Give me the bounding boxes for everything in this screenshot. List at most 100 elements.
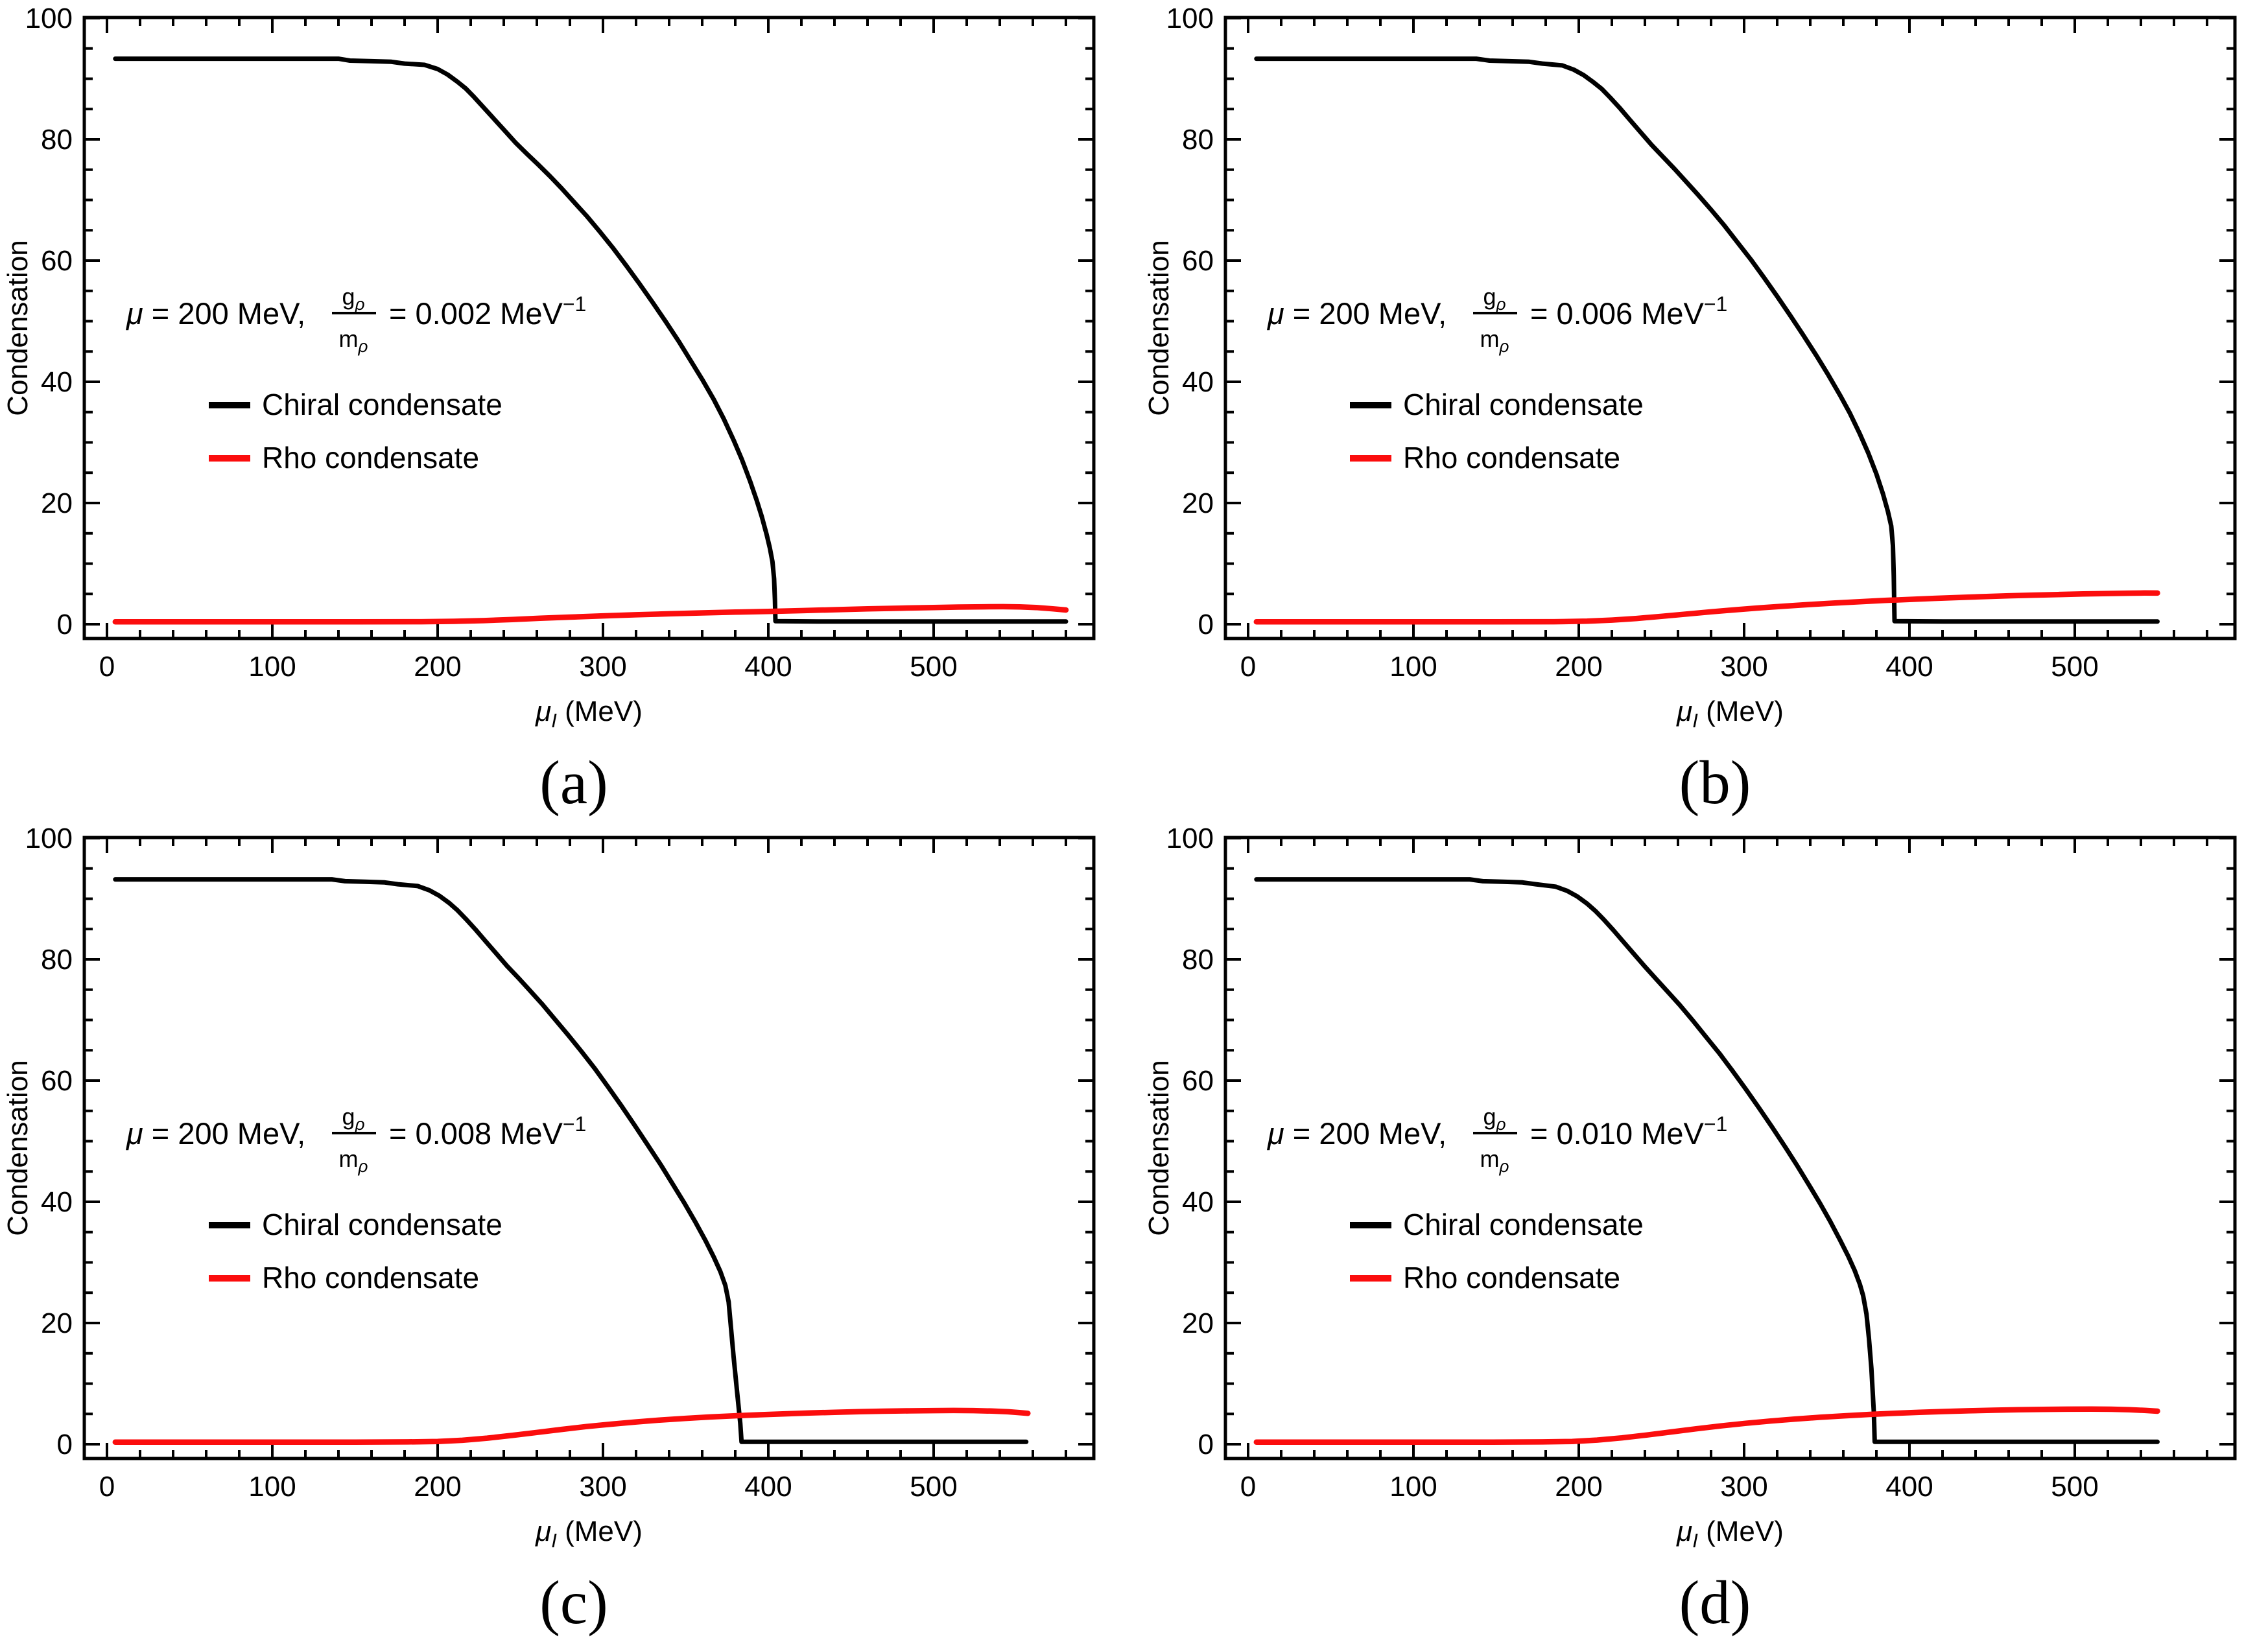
- x-tick-label: 100: [248, 651, 296, 683]
- caption-b: (b): [1679, 748, 1751, 817]
- y-tick-label: 100: [25, 3, 73, 34]
- x-tick-label: 0: [1240, 1471, 1256, 1503]
- y-tick-label: 0: [1198, 1429, 1214, 1460]
- panel-d: 0 100 200 300 400 500 0 20 40 60 80 100 μI (MeV) Cond…: [1141, 820, 2268, 1640]
- x-tick-label: 500: [910, 651, 957, 683]
- y-tick-label: 0: [57, 609, 73, 640]
- annotation-mu-text: μ = 200 MeV,: [126, 1116, 305, 1151]
- curve-rho-condensate: [112, 1407, 1031, 1445]
- curve-chiral-condensate: [113, 877, 1029, 1444]
- x-tick-label: 500: [2051, 1471, 2098, 1503]
- y-axis-label: Condensation: [2, 1060, 34, 1236]
- annotation-frac-numerator: gρ: [342, 1103, 365, 1134]
- annotation-frac-numerator: gρ: [1483, 1103, 1506, 1134]
- annotation-value-text: = 0.010 MeV−1: [1530, 1112, 1727, 1151]
- y-axis-label: Condensation: [2, 240, 34, 416]
- y-tick-label: 80: [41, 944, 73, 976]
- y-tick-label: 40: [41, 366, 73, 398]
- curve-chiral-condensate: [113, 56, 1069, 624]
- y-tick-label: 60: [1182, 1065, 1214, 1097]
- x-tick-label: 400: [744, 651, 792, 683]
- panel-c: 0 100 200 300 400 500 0 20 40 60 80 100 μI (MeV) Cond…: [0, 820, 1134, 1640]
- plot-c: 0 100 200 300 400 500 0 20 40 60 80 100 μI (MeV) Cond…: [2, 823, 1096, 1552]
- plot-a: 0 100 200 300 400 500 0 20 40 60 80 100 μI (MeV) Cond…: [2, 3, 1096, 732]
- y-axis-label: Condensation: [1143, 1060, 1175, 1236]
- annotation-b: μ = 200 MeV, gρ mρ = 0.006 MeV−1: [1267, 283, 1727, 356]
- legend: Chiral condensate Rho condensate: [1350, 388, 1644, 474]
- legend: Chiral condensate Rho condensate: [209, 388, 502, 474]
- x-tick-label: 500: [2051, 651, 2098, 683]
- y-tick-label: 0: [1198, 609, 1214, 640]
- y-tick-label: 40: [41, 1186, 73, 1218]
- annotation-mu-text: μ = 200 MeV,: [126, 296, 305, 331]
- x-tick-label: 300: [579, 1471, 626, 1503]
- caption-a: (a): [539, 748, 608, 817]
- curve-chiral-condensate: [1254, 877, 2160, 1444]
- annotation-frac-denominator: mρ: [339, 325, 368, 356]
- y-tick-label: 80: [41, 124, 73, 156]
- x-tick-label: 400: [744, 1471, 792, 1503]
- y-tick-label: 20: [41, 1307, 73, 1339]
- x-tick-label: 300: [1720, 651, 1767, 683]
- y-tick-label: 60: [41, 245, 73, 277]
- y-tick-label: 100: [1166, 3, 1214, 34]
- legend: Chiral condensate Rho condensate: [1350, 1208, 1644, 1294]
- legend-label-rho: Rho condensate: [262, 441, 479, 474]
- panel-a: 0 100 200 300 400 500 0 20 40 60 80 100 μI (MeV) Cond…: [0, 0, 1134, 820]
- x-tick-label: 100: [1389, 651, 1437, 683]
- x-tick-label: 400: [1885, 651, 1933, 683]
- x-tick-label: 200: [414, 1471, 461, 1503]
- legend-label-rho: Rho condensate: [262, 1261, 479, 1294]
- legend-label-rho: Rho condensate: [1403, 1261, 1620, 1294]
- x-axis-label: μI (MeV): [535, 696, 643, 732]
- x-tick-label: 100: [1389, 1471, 1437, 1503]
- caption-d: (d): [1679, 1568, 1751, 1637]
- y-tick-label: 100: [1166, 823, 1214, 854]
- x-tick-label: 200: [1555, 651, 1602, 683]
- plot-d: 0 100 200 300 400 500 0 20 40 60 80 100 μI (MeV) Cond…: [1143, 823, 2237, 1552]
- annotation-frac-numerator: gρ: [342, 283, 365, 314]
- caption-c: (c): [539, 1568, 608, 1637]
- curve-rho-condensate: [1253, 1406, 2160, 1445]
- plot-frame: [82, 836, 1096, 1460]
- x-tick-label: 300: [1720, 1471, 1767, 1503]
- annotation-d: μ = 200 MeV, gρ mρ = 0.010 MeV−1: [1267, 1103, 1727, 1176]
- y-tick-label: 100: [25, 823, 73, 854]
- annotation-value-text: = 0.006 MeV−1: [1530, 292, 1727, 331]
- x-tick-label: 0: [1240, 651, 1256, 683]
- annotation-frac-denominator: mρ: [1480, 1145, 1509, 1176]
- y-tick-label: 60: [1182, 245, 1214, 277]
- legend-label-chiral: Chiral condensate: [1403, 1208, 1644, 1241]
- x-tick-label: 400: [1885, 1471, 1933, 1503]
- annotation-c: μ = 200 MeV, gρ mρ = 0.008 MeV−1: [126, 1103, 586, 1176]
- y-tick-label: 40: [1182, 1186, 1214, 1218]
- y-tick-label: 80: [1182, 124, 1214, 156]
- legend-label-chiral: Chiral condensate: [1403, 388, 1644, 421]
- x-tick-label: 0: [99, 651, 115, 683]
- annotation-value-text: = 0.008 MeV−1: [389, 1112, 586, 1151]
- y-axis-label: Condensation: [1143, 240, 1175, 416]
- x-axis-label: μI (MeV): [1676, 696, 1784, 732]
- legend-label-chiral: Chiral condensate: [262, 388, 502, 421]
- x-tick-label: 200: [1555, 1471, 1602, 1503]
- annotation-frac-denominator: mρ: [1480, 325, 1509, 356]
- plot-frame: [1223, 16, 2237, 640]
- y-tick-label: 20: [1182, 487, 1214, 519]
- y-tick-label: 40: [1182, 366, 1214, 398]
- x-tick-label: 100: [248, 1471, 296, 1503]
- legend: Chiral condensate Rho condensate: [209, 1208, 502, 1294]
- legend-label-rho: Rho condensate: [1403, 441, 1620, 474]
- x-tick-label: 300: [579, 651, 626, 683]
- curve-rho-condensate: [1253, 590, 2160, 625]
- curve-rho-condensate: [112, 603, 1069, 625]
- y-tick-label: 80: [1182, 944, 1214, 976]
- y-tick-label: 0: [57, 1429, 73, 1460]
- annotation-mu-text: μ = 200 MeV,: [1267, 1116, 1447, 1151]
- x-tick-label: 500: [910, 1471, 957, 1503]
- panel-b: 0 100 200 300 400 500 0 20 40 60 80 100 μI (MeV) Cond…: [1141, 0, 2268, 820]
- y-tick-label: 60: [41, 1065, 73, 1097]
- annotation-frac-denominator: mρ: [339, 1145, 368, 1176]
- annotation-value-text: = 0.002 MeV−1: [389, 292, 586, 331]
- x-axis-label: μI (MeV): [535, 1516, 643, 1552]
- plot-frame: [82, 16, 1096, 640]
